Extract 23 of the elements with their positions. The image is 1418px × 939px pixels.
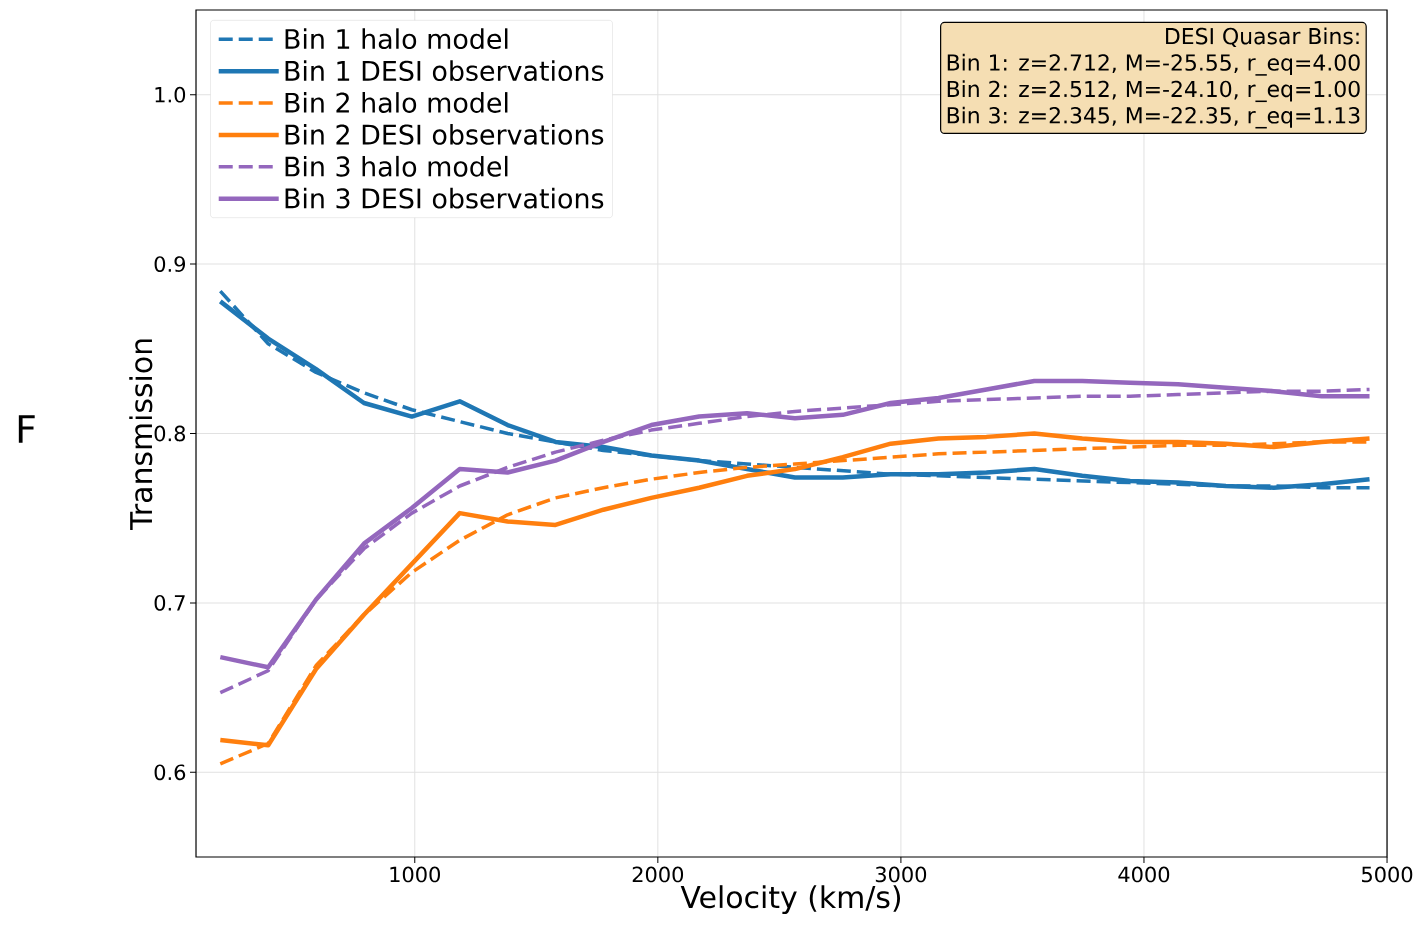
annotation: Bin 3: z=2.345, M=-22.35, r_eq=1.13 xyxy=(947,106,1360,129)
annotation: Bin 2: z=2.512, M=-24.10, r_eq=1.00 xyxy=(947,80,1360,103)
x-tick-label: 3000 xyxy=(875,866,927,883)
y-tick-label: 0.8 xyxy=(154,425,186,442)
legend-label: Bin 2 halo model xyxy=(285,92,508,113)
x-tick-label: 1000 xyxy=(390,866,440,883)
x-tick-label: 2000 xyxy=(632,866,684,883)
y-tick-label: 0.9 xyxy=(154,256,186,272)
y-tick-label: 1.0 xyxy=(155,86,186,103)
y-axis-title: Transmission xyxy=(129,339,153,531)
x-axis-title: Velocity (km/s) xyxy=(680,885,901,915)
legend-label: Bin 2 DESI observations xyxy=(285,123,604,145)
annotation: Bin 1: z=2.712, M=-25.55, r_eq=4.00 xyxy=(947,53,1360,76)
y-tick-label: 0.6 xyxy=(154,764,186,781)
legend-label: Bin 1 DESI observations xyxy=(285,60,604,82)
annotation: DESI Quasar Bins: xyxy=(1166,27,1359,47)
legend-label: Bin 3 halo model xyxy=(285,155,508,177)
legend-label: Bin 1 halo model xyxy=(285,28,508,50)
y-tick-label: 0.7 xyxy=(154,594,185,611)
x-tick-label: 5000 xyxy=(1362,866,1413,883)
text: F xyxy=(18,415,35,443)
x-tick-label: 4000 xyxy=(1118,866,1170,883)
legend-label: Bin 3 DESI observations xyxy=(285,187,604,209)
